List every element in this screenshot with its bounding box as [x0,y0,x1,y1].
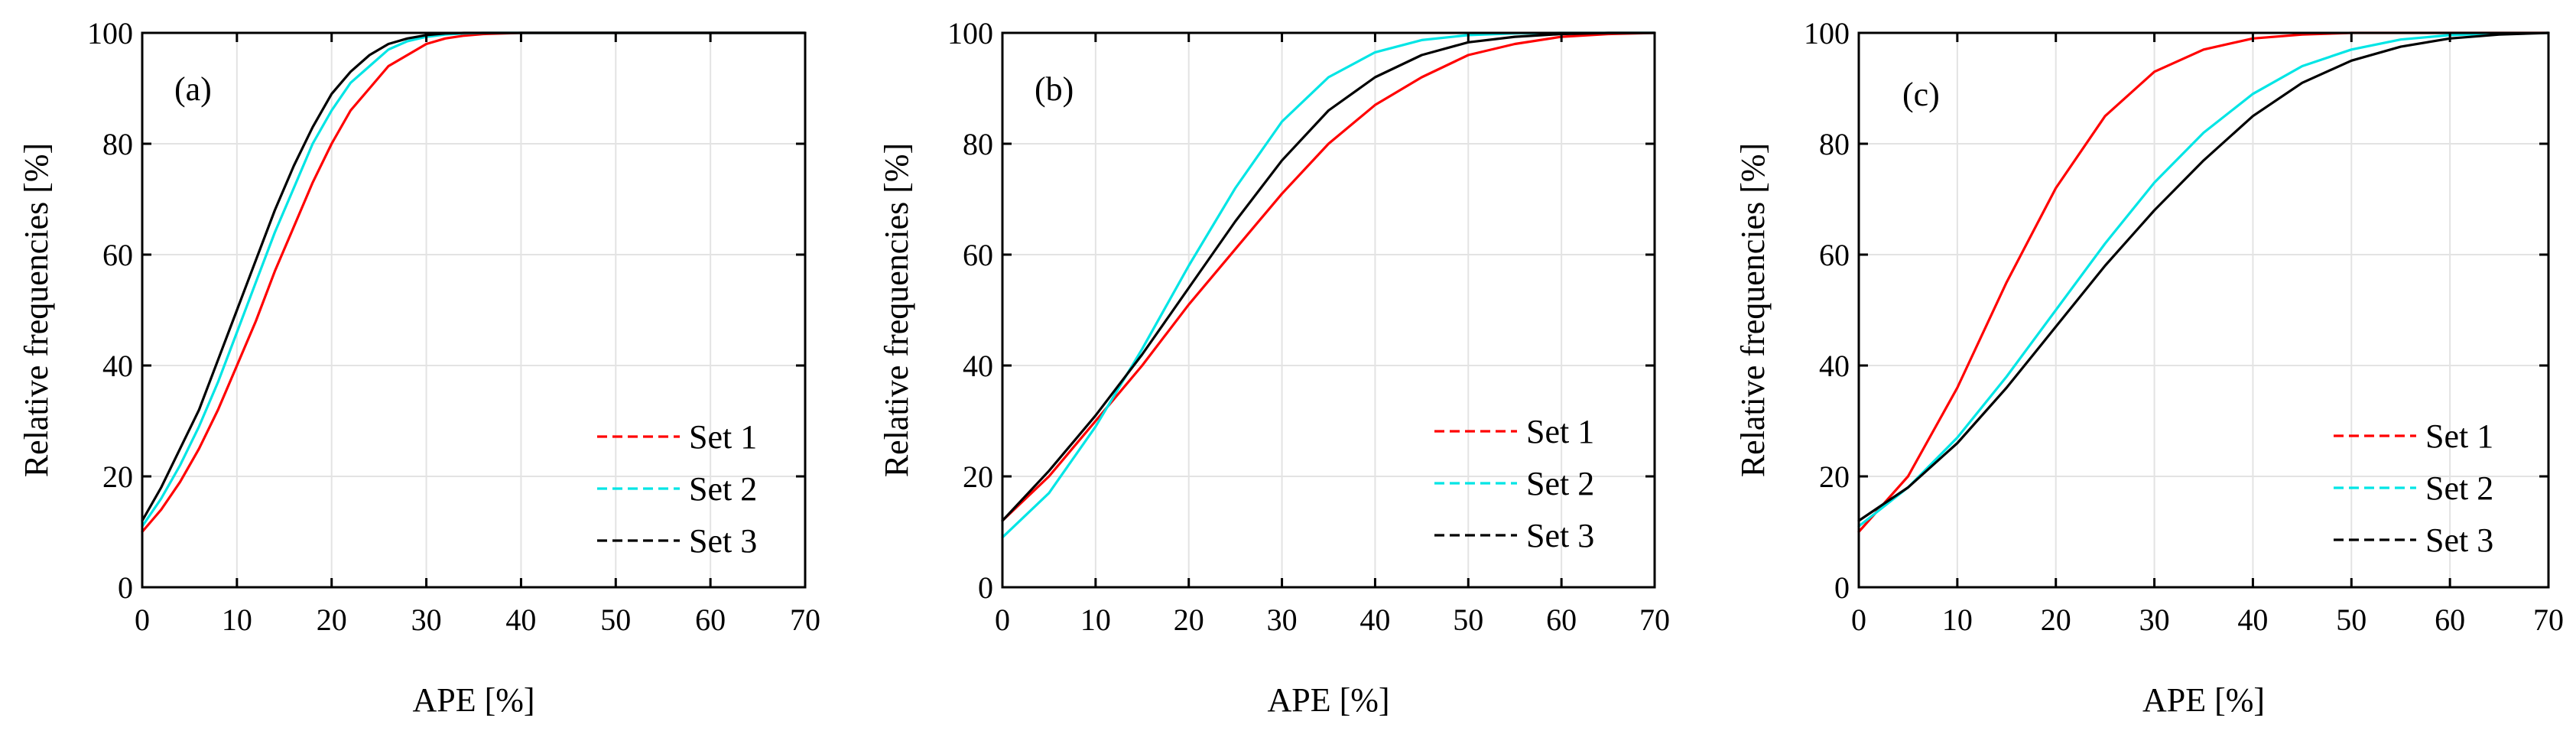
x-tick-label: 20 [2041,603,2071,637]
legend-label-1: Set 1 [2425,417,2493,455]
x-tick-label: 40 [505,603,536,637]
series-line-3 [1001,31,1656,522]
y-tick-label: 80 [102,127,133,161]
x-tick-label: 10 [1080,603,1111,637]
panel-label: (b) [1035,70,1074,108]
legend-label-1: Set 1 [1526,413,1594,450]
panel-label: (c) [1902,76,1940,113]
x-tick-label: 10 [222,603,252,637]
y-tick-label: 20 [963,460,993,494]
y-tick-label: 40 [1819,349,1850,383]
legend-label-2: Set 2 [2425,469,2493,507]
chart-panel-2: 0 10 20 30 40 50 60 70 0 20 40 60 80 100 APE [%] Relati… [878,16,1670,719]
x-tick-label: 70 [790,603,820,637]
legend-label-2: Set 2 [689,470,757,508]
y-tick-label: 0 [118,570,133,605]
x-tick-label: 40 [2237,603,2268,637]
y-tick-label: 0 [1834,570,1850,605]
x-tick-label: 10 [1942,603,1973,637]
legend: Set 1 Set 2 Set 3 [1434,413,1594,554]
x-axis-title: APE [%] [1267,681,1389,719]
y-tick-label: 40 [963,349,993,383]
y-tick-label: 0 [978,570,993,605]
y-axis-title: Relative frequencies [%] [1734,143,1772,477]
x-tick-label: 0 [995,603,1010,637]
y-tick-label: 80 [963,127,993,161]
panel-label: (a) [174,70,212,108]
x-tick-label: 30 [411,603,442,637]
series-line-1 [141,31,807,534]
x-axis-title: APE [%] [2142,681,2265,719]
x-tick-label: 30 [1267,603,1298,637]
series-line-2 [1001,31,1656,539]
legend-label-1: Set 1 [689,418,757,456]
chart-panel-1: 0 10 20 30 40 50 60 70 0 20 40 60 80 100 APE [%] Relati… [18,16,820,719]
legend: Set 1 Set 2 Set 3 [2334,417,2493,559]
x-tick-label: 20 [317,603,347,637]
y-tick-label: 40 [102,349,133,383]
legend-label-3: Set 3 [2425,521,2493,559]
x-tick-label: 20 [1174,603,1204,637]
plot-frame [1001,31,1656,589]
plot-frame [1857,31,2550,589]
y-axis-title: Relative frequencies [%] [878,143,915,477]
y-tick-label: 60 [102,238,133,272]
y-tick-label: 100 [87,16,133,50]
y-tick-label: 100 [947,16,993,50]
y-tick-label: 60 [1819,238,1850,272]
y-tick-label: 60 [963,238,993,272]
x-tick-label: 70 [2533,603,2564,637]
x-tick-label: 0 [1851,603,1866,637]
y-tick-label: 100 [1804,16,1850,50]
legend-label-3: Set 3 [689,522,757,560]
x-tick-label: 70 [1639,603,1670,637]
y-tick-label: 80 [1819,127,1850,161]
x-tick-label: 40 [1359,603,1390,637]
x-tick-label: 50 [600,603,631,637]
y-tick-label: 20 [1819,460,1850,494]
x-tick-label: 60 [1546,603,1577,637]
legend: Set 1 Set 2 Set 3 [597,418,757,560]
y-axis-title: Relative frequencies [%] [18,143,55,477]
x-tick-label: 60 [695,603,726,637]
series-line-2 [1857,31,2550,528]
series-line-3 [1857,31,2550,522]
x-tick-label: 50 [1453,603,1483,637]
legend-label-3: Set 3 [1526,517,1594,554]
legend-label-2: Set 2 [1526,465,1594,502]
plot-frame [141,31,807,589]
y-tick-label: 20 [102,460,133,494]
x-tick-label: 60 [2435,603,2465,637]
series-line-1 [1857,31,2550,534]
x-tick-label: 30 [2139,603,2170,637]
x-tick-label: 50 [2336,603,2366,637]
chart-panel-3: 0 10 20 30 40 50 60 70 0 20 40 60 80 100 APE [%] Relati… [1734,16,2564,719]
x-tick-label: 0 [135,603,150,637]
x-axis-title: APE [%] [412,681,534,719]
